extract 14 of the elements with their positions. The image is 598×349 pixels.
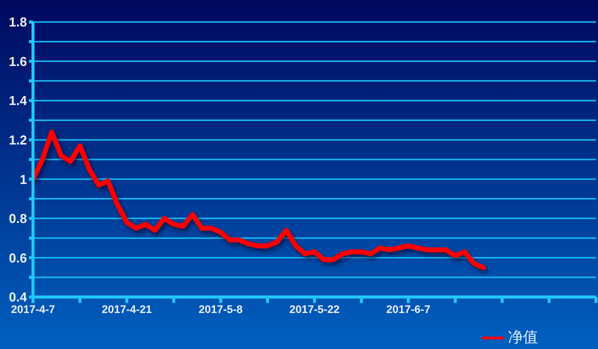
y-tick-label: 0.4 — [8, 290, 28, 305]
y-tick-label: 1.8 — [8, 14, 27, 30]
y-tick-label: 1.2 — [8, 132, 27, 148]
x-tick-label: 2017-4-21 — [102, 304, 152, 316]
legend-label: 净值 — [508, 328, 538, 346]
y-tick-label: 0.8 — [8, 211, 27, 226]
x-tick-label: 2017-5-22 — [289, 304, 340, 316]
x-tick-label: 2017-5-8 — [198, 304, 243, 316]
y-tick-label: 1 — [20, 172, 27, 187]
x-tick-label: 2017-6-7 — [386, 304, 430, 316]
y-tick-label: 1.4 — [8, 93, 28, 108]
x-tick-label: 2017-4-7 — [10, 304, 56, 316]
y-tick-label: 0.6 — [8, 250, 27, 266]
y-tick-label: 1.6 — [8, 54, 27, 69]
